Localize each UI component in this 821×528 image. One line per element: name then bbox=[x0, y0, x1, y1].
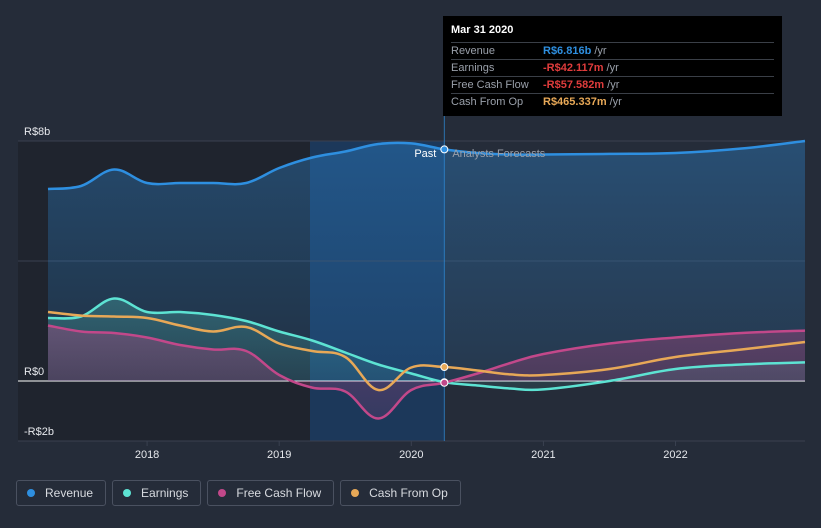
tooltip-value: R$6.816b bbox=[543, 45, 592, 57]
tooltip-row-cash-from-op: Cash From Op R$465.337m /yr bbox=[451, 93, 774, 110]
tooltip-label: Free Cash Flow bbox=[451, 79, 529, 91]
marker-cash-from-op bbox=[440, 363, 449, 372]
legend-label: Free Cash Flow bbox=[236, 486, 322, 500]
legend-label: Cash From Op bbox=[369, 486, 448, 500]
line-free-cash-flow bbox=[47, 324, 806, 420]
tooltip-value: -R$42.117m bbox=[543, 62, 604, 74]
legend-dot-icon bbox=[123, 489, 132, 497]
legend-label: Revenue bbox=[45, 486, 94, 500]
marker-free-cash-flow bbox=[440, 378, 449, 387]
tooltip-value: R$465.337m bbox=[543, 96, 607, 108]
legend-dot-icon bbox=[351, 489, 360, 497]
legend-item-revenue[interactable]: Revenue bbox=[16, 480, 107, 506]
past-label: Past bbox=[414, 148, 436, 160]
legend-dot-icon bbox=[218, 489, 227, 497]
tooltip-value: -R$57.582m bbox=[543, 79, 605, 91]
legend: Revenue Earnings Free Cash Flow Cash Fro… bbox=[16, 480, 461, 508]
area-free-cash-flow bbox=[48, 325, 805, 419]
legend-item-free-cash-flow[interactable]: Free Cash Flow bbox=[207, 480, 335, 506]
marker-revenue bbox=[440, 145, 449, 154]
line-earnings bbox=[47, 297, 806, 392]
tooltip-label: Earnings bbox=[451, 62, 495, 74]
x-tick-label: 2019 bbox=[267, 449, 291, 461]
tooltip-unit: /yr bbox=[609, 96, 622, 108]
tooltip-unit: /yr bbox=[606, 62, 619, 74]
y-tick-label: -R$2b bbox=[24, 426, 54, 438]
tooltip-row-revenue: Revenue R$6.816b /yr bbox=[451, 42, 774, 59]
legend-item-cash-from-op[interactable]: Cash From Op bbox=[340, 480, 461, 506]
line-cash-from-op bbox=[47, 310, 806, 392]
y-tick-label: R$0 bbox=[24, 366, 44, 378]
legend-item-earnings[interactable]: Earnings bbox=[112, 480, 202, 506]
tooltip-label: Revenue bbox=[451, 45, 496, 57]
y-tick-label: R$8b bbox=[24, 126, 50, 138]
tooltip-unit: /yr bbox=[594, 45, 607, 57]
tooltip-unit: /yr bbox=[607, 79, 620, 91]
x-tick-label: 2020 bbox=[399, 449, 423, 461]
tooltip-row-earnings: Earnings -R$42.117m /yr bbox=[451, 59, 774, 76]
tooltip-date: Mar 31 2020 bbox=[451, 24, 514, 36]
x-tick-label: 2021 bbox=[531, 449, 555, 461]
legend-label: Earnings bbox=[141, 486, 189, 500]
x-tick-label: 2018 bbox=[135, 449, 159, 461]
tooltip-label: Cash From Op bbox=[451, 96, 524, 108]
tooltip-row-free-cash-flow: Free Cash Flow -R$57.582m /yr bbox=[451, 76, 774, 93]
line-revenue bbox=[47, 139, 806, 191]
forecast-label: Analysts Forecasts bbox=[452, 148, 545, 160]
tooltip: Mar 31 2020 Revenue R$6.816b /yr Earning… bbox=[443, 16, 782, 116]
x-tick-label: 2022 bbox=[663, 449, 687, 461]
legend-dot-icon bbox=[27, 489, 35, 497]
